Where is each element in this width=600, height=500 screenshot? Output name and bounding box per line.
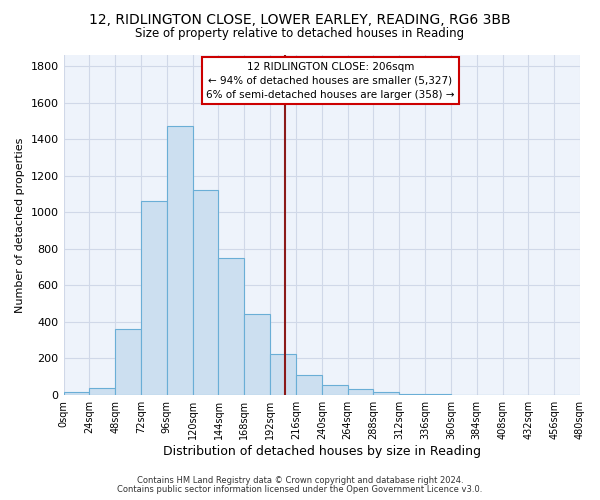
Text: 12, RIDLINGTON CLOSE, LOWER EARLEY, READING, RG6 3BB: 12, RIDLINGTON CLOSE, LOWER EARLEY, READ… xyxy=(89,12,511,26)
Bar xyxy=(64,392,89,395)
Bar xyxy=(347,390,373,395)
Bar xyxy=(218,258,244,395)
Text: Contains public sector information licensed under the Open Government Licence v3: Contains public sector information licen… xyxy=(118,484,482,494)
Bar xyxy=(193,190,218,395)
Text: 12 RIDLINGTON CLOSE: 206sqm
← 94% of detached houses are smaller (5,327)
6% of s: 12 RIDLINGTON CLOSE: 206sqm ← 94% of det… xyxy=(206,62,455,100)
Bar xyxy=(89,388,115,395)
Bar xyxy=(322,385,347,395)
Bar xyxy=(373,392,399,395)
Text: Contains HM Land Registry data © Crown copyright and database right 2024.: Contains HM Land Registry data © Crown c… xyxy=(137,476,463,485)
Bar xyxy=(296,374,322,395)
Y-axis label: Number of detached properties: Number of detached properties xyxy=(15,137,25,312)
Text: Size of property relative to detached houses in Reading: Size of property relative to detached ho… xyxy=(136,28,464,40)
Bar xyxy=(141,201,167,395)
X-axis label: Distribution of detached houses by size in Reading: Distribution of detached houses by size … xyxy=(163,444,481,458)
Bar xyxy=(244,314,270,395)
Bar xyxy=(399,394,425,395)
Bar xyxy=(115,329,141,395)
Bar xyxy=(270,354,296,395)
Bar xyxy=(167,126,193,395)
